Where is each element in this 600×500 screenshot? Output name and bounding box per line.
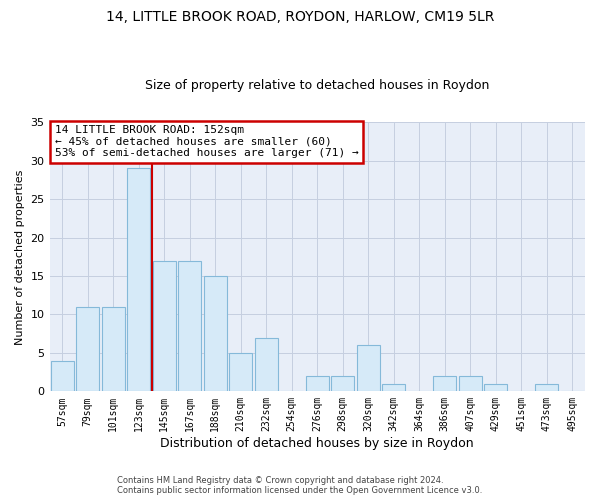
Bar [127,168,150,392]
Bar [255,338,278,392]
Bar [306,376,329,392]
Bar [178,260,201,392]
Bar [229,353,252,392]
Bar [484,384,507,392]
Text: 14 LITTLE BROOK ROAD: 152sqm
← 45% of detached houses are smaller (60)
53% of se: 14 LITTLE BROOK ROAD: 152sqm ← 45% of de… [55,125,359,158]
Bar [382,384,405,392]
Bar [153,260,176,392]
Bar [459,376,482,392]
Bar [204,276,227,392]
Y-axis label: Number of detached properties: Number of detached properties [15,169,25,344]
Text: 14, LITTLE BROOK ROAD, ROYDON, HARLOW, CM19 5LR: 14, LITTLE BROOK ROAD, ROYDON, HARLOW, C… [106,10,494,24]
Bar [102,307,125,392]
Bar [433,376,456,392]
X-axis label: Distribution of detached houses by size in Roydon: Distribution of detached houses by size … [160,437,474,450]
Bar [51,360,74,392]
Bar [331,376,354,392]
Bar [76,307,99,392]
Title: Size of property relative to detached houses in Roydon: Size of property relative to detached ho… [145,79,490,92]
Bar [535,384,558,392]
Text: Contains HM Land Registry data © Crown copyright and database right 2024.
Contai: Contains HM Land Registry data © Crown c… [118,476,482,495]
Bar [357,345,380,392]
